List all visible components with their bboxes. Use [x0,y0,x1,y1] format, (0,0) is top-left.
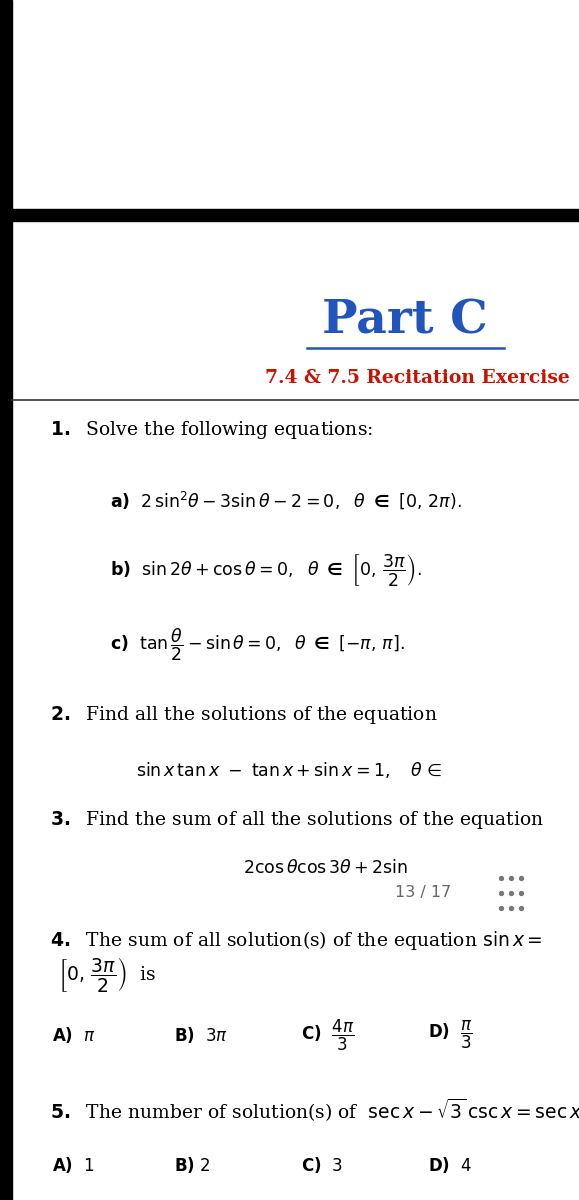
Text: $\mathbf{2.}$  Find all the solutions of the equation: $\mathbf{2.}$ Find all the solutions of … [50,704,438,726]
Bar [0,0,12,1200]
Text: 7.4 & 7.5 Recitation Exercise: 7.4 & 7.5 Recitation Exercise [265,370,569,386]
Text: $\mathbf{C)}\ \ 3$: $\mathbf{C)}\ \ 3$ [301,1154,343,1175]
Text: $\sin x\,\tan x\ -\ \tan x + \sin x = 1,\quad \theta\,\in$: $\sin x\,\tan x\ -\ \tan x + \sin x = 1,… [136,760,443,780]
Text: $\left[0,\,\dfrac{3\pi}{2}\right)$  is: $\left[0,\,\dfrac{3\pi}{2}\right)$ is [58,955,156,995]
Text: $\mathbf{1.}$  Solve the following equations:: $\mathbf{1.}$ Solve the following equati… [50,419,373,440]
Text: $\mathbf{b)}$  $\sin 2\theta + \cos\theta = 0,$  $\theta\ \mathbf{\in}\ \left[0,: $\mathbf{b)}$ $\sin 2\theta + \cos\theta… [110,552,422,588]
Text: $\mathbf{5.}$  The number of solution(s) of  $\sec x - \sqrt{3}\,\csc x = \sec x: $\mathbf{5.}$ The number of solution(s) … [50,1097,579,1123]
Text: $\mathbf{a)}$  $2\,\sin^{2}\!\theta - 3\sin\theta - 2 = 0,$  $\theta\ \mathbf{\i: $\mathbf{a)}$ $2\,\sin^{2}\!\theta - 3\s… [110,490,461,511]
Text: $\mathbf{4.}$  The sum of all solution(s) of the equation $\sin x =$: $\mathbf{4.}$ The sum of all solution(s)… [50,929,543,952]
Text: $\mathbf{B)}\ 2$: $\mathbf{B)}\ 2$ [174,1154,210,1175]
Text: $\mathbf{3.}$  Find the sum of all the solutions of the equation: $\mathbf{3.}$ Find the sum of all the so… [50,809,544,830]
Text: 13 / 17: 13 / 17 [394,886,451,900]
Text: $\mathbf{D)}\ \ \dfrac{\pi}{3}$: $\mathbf{D)}\ \ \dfrac{\pi}{3}$ [428,1019,473,1051]
Text: Part C: Part C [323,296,488,343]
Text: $\mathbf{A)}\ \ 1$: $\mathbf{A)}\ \ 1$ [52,1154,94,1175]
Text: $\mathbf{D)}\ \ 4$: $\mathbf{D)}\ \ 4$ [428,1154,472,1175]
Text: $\mathbf{c)}$  $\tan\dfrac{\theta}{2} - \sin\theta = 0,\;\; \theta\ \mathbf{\in}: $\mathbf{c)}$ $\tan\dfrac{\theta}{2} - \… [110,626,405,664]
Text: $\mathbf{B)}\ \ 3\pi$: $\mathbf{B)}\ \ 3\pi$ [174,1025,228,1045]
Bar [0,209,579,221]
Text: $\mathbf{C)}\ \ \dfrac{4\pi}{3}$: $\mathbf{C)}\ \ \dfrac{4\pi}{3}$ [301,1018,354,1052]
Text: $\mathbf{A)}\ \ \pi$: $\mathbf{A)}\ \ \pi$ [52,1025,96,1045]
Text: $2\cos\theta\cos 3\theta + 2\sin$: $2\cos\theta\cos 3\theta + 2\sin$ [243,859,408,877]
